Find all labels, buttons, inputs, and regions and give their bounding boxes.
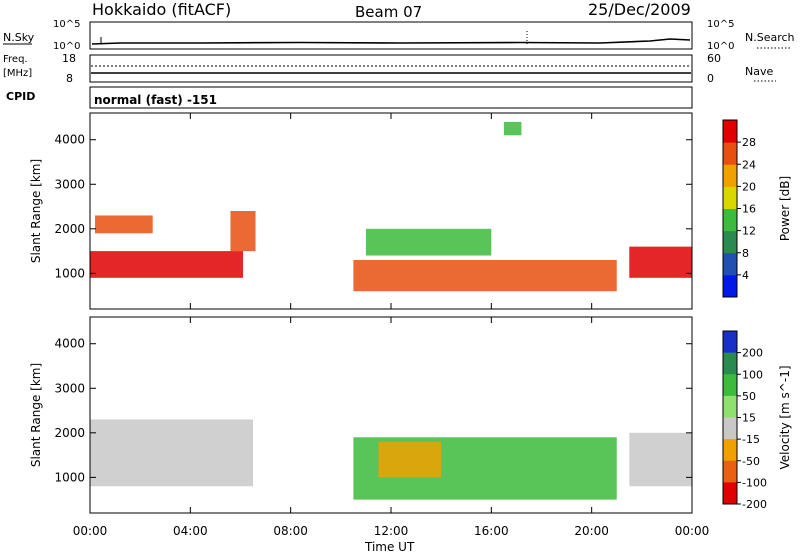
colorbar-tick-label: 12 (742, 225, 756, 238)
station-title: Hokkaido (fitACF) (92, 0, 231, 19)
colorbar-tick-label: 200 (742, 347, 763, 360)
power-y-axis-label: Slant Range [km] (29, 159, 43, 263)
power-echo-region (353, 260, 617, 292)
colorbar-swatch (723, 417, 737, 440)
noise-right-tick-bottom: 10^0 (707, 41, 734, 52)
freq-tick-bottom: 8 (66, 72, 73, 85)
nave-label: Nave (745, 65, 773, 78)
y-tick-label: 2000 (54, 426, 85, 440)
freq-tick-top: 18 (62, 52, 76, 65)
y-tick-label: 1000 (54, 266, 85, 280)
y-tick-label: 2000 (54, 222, 85, 236)
power-echo-region (503, 121, 522, 136)
colorbar-swatch (723, 274, 737, 298)
power-echo-region (365, 228, 492, 256)
colorbar-tick-label: 50 (742, 390, 756, 403)
y-tick-label: 4000 (54, 337, 85, 351)
velocity-colorbar-label: Velocity [m s^-1] (778, 365, 792, 469)
x-axis-label: Time UT (364, 540, 415, 554)
noise-sky-label: N.Sky (3, 31, 35, 44)
nave-tick-top: 60 (707, 52, 721, 65)
colorbar-tick-label: -100 (742, 476, 767, 489)
colorbar-swatch (723, 352, 737, 375)
x-tick-label: 12:00 (374, 524, 409, 538)
colorbar-swatch (723, 331, 737, 354)
power-echo-region (230, 211, 256, 252)
velocity-plot: 1000 2000 3000 4000 00:00 04:00 08:00 12:00 16:0… (29, 316, 792, 538)
colorbar-tick-label: 24 (742, 158, 756, 171)
power-colorbar-label: Power [dB] (778, 176, 792, 241)
colorbar-tick-label: -200 (742, 498, 767, 511)
velocity-echo-region (378, 441, 442, 478)
velocity-echo-region (629, 432, 692, 487)
colorbar-swatch (723, 208, 737, 232)
colorbar-swatch (723, 120, 737, 143)
noise-left-tick-bottom: 10^0 (53, 41, 80, 52)
colorbar-tick-label: 15 (742, 412, 756, 425)
colorbar-tick-label: 16 (742, 203, 756, 216)
y-tick-label: 1000 (54, 470, 85, 484)
x-tick-label: 16:00 (474, 524, 509, 538)
x-tick-label: 08:00 (273, 524, 308, 538)
colorbar-tick-label: 8 (742, 247, 749, 260)
colorbar-swatch (723, 186, 737, 209)
colorbar-swatch (723, 164, 737, 187)
nave-tick-bottom: 0 (707, 72, 714, 85)
colorbar-swatch (723, 252, 737, 276)
y-tick-label: 3000 (54, 177, 85, 191)
colorbar-tick-label: -15 (742, 433, 760, 446)
y-tick-label: 4000 (54, 133, 85, 147)
power-echo-region (90, 251, 244, 278)
power-echo-region (95, 215, 153, 234)
noise-right-tick-top: 10^5 (707, 19, 734, 30)
noise-search-label: N.Search (745, 31, 795, 44)
date-label: 25/Dec/2009 (588, 0, 691, 19)
colorbar-swatch (723, 482, 737, 505)
colorbar-tick-label: 20 (742, 180, 756, 193)
noise-left-tick-top: 10^5 (53, 19, 80, 30)
colorbar-swatch (723, 439, 737, 462)
cpid-text: normal (fast) -151 (94, 93, 217, 107)
freq-label: Freq. (3, 54, 28, 65)
colorbar-tick-label: -50 (742, 455, 760, 468)
frequency-panel: Freq. [MHz] 18 8 60 0 Nave (3, 52, 776, 85)
cpid-label: CPID (6, 90, 35, 103)
colorbar-swatch (723, 374, 737, 397)
x-tick-label: 00:00 (675, 524, 710, 538)
cpid-panel: CPID normal (fast) -151 (6, 86, 693, 109)
x-tick-label: 00:00 (73, 524, 108, 538)
colorbar-swatch (723, 395, 737, 418)
beam-label: Beam 07 (355, 3, 422, 21)
power-echo-region (629, 246, 692, 278)
colorbar-swatch (723, 230, 737, 254)
colorbar-swatch (723, 460, 737, 483)
y-tick-label: 3000 (54, 381, 85, 395)
noise-panel: N.Sky 10^5 10^0 10^5 10^0 N.Search (3, 19, 795, 52)
velocity-echo-region (90, 419, 254, 487)
power-plot: 1000 2000 3000 4000 Slant Range [km] 4 8 12 16 20… (29, 112, 792, 310)
x-tick-label: 04:00 (173, 524, 208, 538)
colorbar-tick-label: 100 (742, 368, 763, 381)
freq-unit-label: [MHz] (3, 68, 32, 79)
x-tick-label: 20:00 (574, 524, 609, 538)
velocity-y-axis-label: Slant Range [km] (29, 363, 43, 467)
colorbar-tick-label: 28 (742, 136, 756, 149)
colorbar-swatch (723, 142, 737, 165)
colorbar-tick-label: 4 (742, 269, 749, 282)
